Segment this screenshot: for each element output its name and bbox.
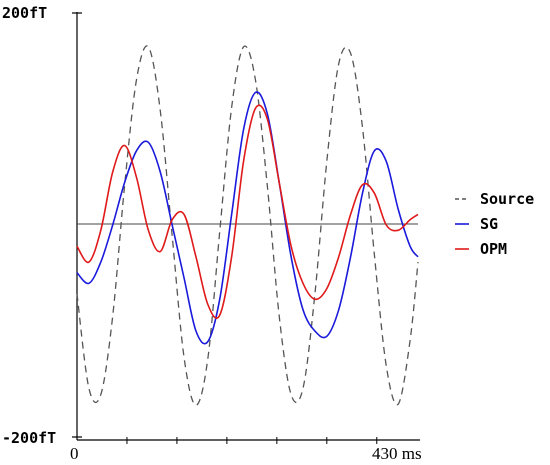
legend-label-sg: SG: [480, 215, 498, 233]
x-minor-ticks: [126, 437, 378, 444]
series-layer: [76, 45, 419, 406]
series-line-sg: [76, 91, 419, 345]
legend-label-opm: OPM: [480, 240, 507, 258]
x-tick-label-end: 430 ms: [372, 444, 422, 463]
series-line-opm: [76, 104, 419, 319]
legend: Source SG OPM: [455, 190, 534, 258]
legend-label-source: Source: [480, 190, 534, 208]
series-line-source: [76, 45, 419, 406]
y-tick-label-top: 200fT: [2, 4, 47, 22]
y-tick-label-bottom: -200fT: [2, 429, 56, 447]
x-tick-label-start: 0: [70, 444, 79, 463]
